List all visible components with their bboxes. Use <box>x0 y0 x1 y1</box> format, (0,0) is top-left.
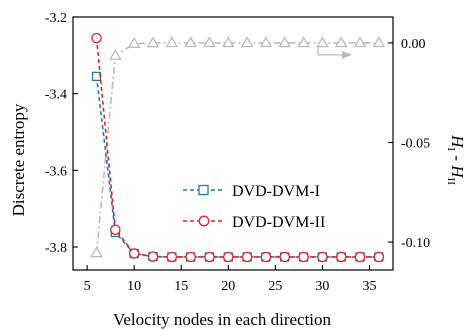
legend-item-dvd-dvm-ii: DVD-DVM-II <box>183 214 325 231</box>
x-tick-label: 30 <box>315 279 329 294</box>
right-axis-arrow <box>317 44 352 59</box>
data-point-triangle <box>146 36 160 48</box>
data-point-circle <box>317 251 328 263</box>
data-point-circle <box>204 251 215 263</box>
axis-ticks: 5 10 15 20 25 30 35 -3.2 -3.4 -3.6 -3.8 0.00 -0.05 -0… <box>45 11 430 294</box>
data-point-circle <box>354 251 366 263</box>
x-tick-label: 5 <box>84 279 91 294</box>
data-point-triangle <box>109 48 122 60</box>
plot-frame <box>72 16 394 271</box>
y-right-label-h2: H <box>448 164 467 179</box>
data-point-triangle <box>353 36 367 48</box>
data-point-triangle <box>259 36 273 48</box>
data-point-circle <box>185 251 196 263</box>
y-left-tick-label: -3.8 <box>45 241 67 256</box>
y-right-label-h1: H <box>448 134 467 149</box>
data-point-circle <box>110 224 121 235</box>
legend-label-dvd-dvm-ii: DVD-DVM-II <box>232 214 325 231</box>
series-line-right-axis-series <box>95 42 379 254</box>
x-tick-label: 10 <box>127 279 141 294</box>
data-point-circle <box>241 251 253 263</box>
x-axis-label: Velocity nodes in each direction <box>113 310 332 329</box>
series-line-dvd-dvm-i <box>95 76 379 258</box>
data-point-triangle <box>221 36 235 48</box>
data-point-triangle <box>203 36 216 48</box>
plot-area-border <box>72 16 394 271</box>
data-point-circle <box>260 251 272 263</box>
y-left-tick-label: -3.2 <box>45 11 67 26</box>
data-point-triangle <box>165 36 179 48</box>
data-point-triangle <box>127 36 141 48</box>
series-layer <box>90 32 386 263</box>
data-point-circle <box>335 251 347 263</box>
data-point-triangle <box>297 36 310 48</box>
y-right-label-sub1: I <box>445 147 457 151</box>
data-point-circle <box>128 248 140 259</box>
x-tick-label: 25 <box>268 279 282 294</box>
y-right-tick-label: -0.05 <box>401 137 430 152</box>
data-point-triangle <box>334 36 348 48</box>
y-right-label-sep: - <box>448 151 467 165</box>
legend-marker-circle <box>198 215 210 227</box>
y-axis-left-label: Discrete entropy <box>9 103 28 216</box>
data-point-circle <box>91 32 102 44</box>
data-point-circle <box>223 251 234 263</box>
data-point-triangle <box>278 36 292 48</box>
data-point-circle <box>373 251 385 263</box>
y-right-tick-label: -0.10 <box>401 236 430 251</box>
y-right-label-sub2: II <box>445 178 457 186</box>
data-point-triangle <box>184 36 197 48</box>
x-tick-label: 15 <box>174 279 188 294</box>
data-point-circle <box>279 251 291 263</box>
legend: DVD-DVM-I DVD-DVM-II <box>183 183 325 231</box>
data-point-circle <box>298 251 309 263</box>
arrow-line <box>317 44 344 56</box>
data-point-triangle <box>90 246 103 258</box>
x-tick-label: 20 <box>221 279 235 294</box>
data-point-triangle <box>372 36 386 48</box>
y-right-tick-label: 0.00 <box>401 37 426 52</box>
legend-item-dvd-dvm-i: DVD-DVM-I <box>183 183 320 200</box>
series-line-dvd-dvm-ii <box>95 38 379 258</box>
legend-marker-square <box>198 184 209 196</box>
y-left-tick-label: -3.6 <box>45 164 67 179</box>
data-point-triangle <box>240 36 254 48</box>
y-axis-right-label: HI - HII <box>445 134 467 185</box>
data-point-circle <box>166 251 178 263</box>
data-point-circle <box>147 251 159 262</box>
legend-label-dvd-dvm-i: DVD-DVM-I <box>232 183 320 200</box>
data-point-triangle <box>316 36 329 48</box>
y-left-tick-label: -3.4 <box>45 88 67 103</box>
arrow-head-icon <box>342 50 352 59</box>
x-tick-label: 35 <box>362 279 376 294</box>
